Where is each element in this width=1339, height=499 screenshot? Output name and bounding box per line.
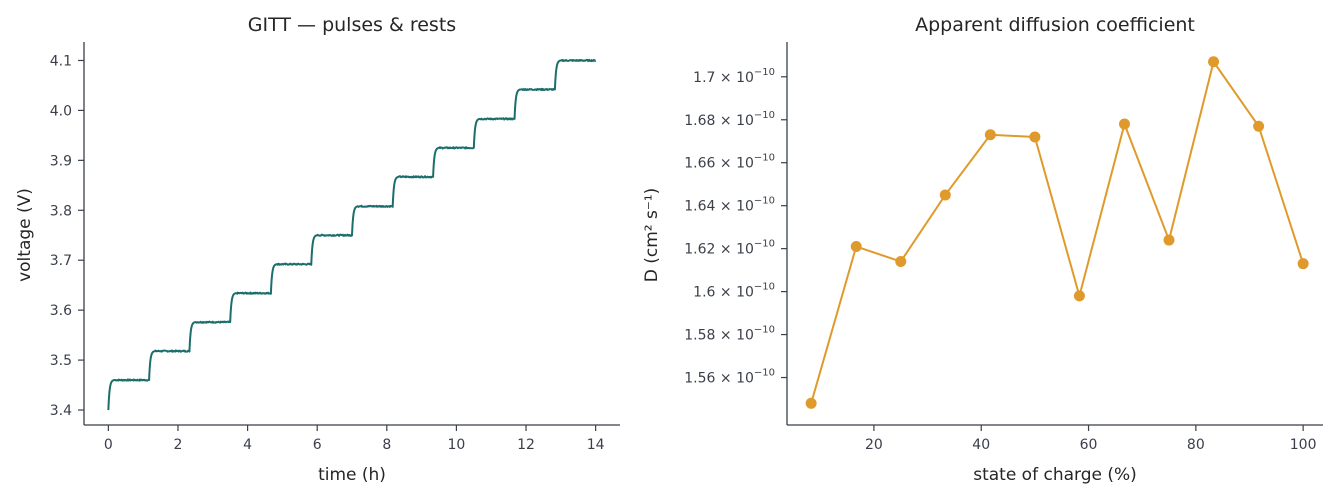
gitt-y-tick-label: 4.0 bbox=[50, 103, 72, 119]
diffusion-point bbox=[895, 256, 907, 268]
diffusion-y-tick-label: 1.56 × 10−10 bbox=[684, 368, 775, 387]
gitt-x-axis-label: time (h) bbox=[318, 465, 386, 485]
diffusion-point bbox=[1297, 258, 1309, 270]
gitt-chart: GITT — pulses & rests time (h) voltage (… bbox=[15, 14, 620, 485]
gitt-x-tick-label: 12 bbox=[517, 437, 535, 453]
gitt-x-tick-label: 8 bbox=[382, 437, 391, 453]
gitt-y-tick-label: 4.1 bbox=[50, 53, 72, 69]
gitt-y-ticks: 3.4 3.5 3.6 3.7 3.8 3.9 4.0 4.1 bbox=[50, 53, 84, 419]
diffusion-point bbox=[1118, 118, 1130, 130]
diffusion-point bbox=[1029, 131, 1041, 143]
gitt-chart-title: GITT — pulses & rests bbox=[248, 14, 456, 36]
diffusion-x-tick-label: 80 bbox=[1187, 437, 1205, 453]
diffusion-point bbox=[1253, 120, 1265, 132]
diffusion-y-axis-label: D (cm² s⁻¹) bbox=[642, 188, 662, 283]
diffusion-point bbox=[805, 397, 817, 409]
gitt-x-ticks: 0 2 4 6 8 10 12 14 bbox=[104, 425, 605, 453]
gitt-y-tick-label: 3.5 bbox=[50, 353, 72, 369]
gitt-x-tick-label: 2 bbox=[174, 437, 183, 453]
diffusion-point bbox=[984, 129, 996, 141]
gitt-y-tick-label: 3.4 bbox=[50, 403, 72, 419]
gitt-y-tick-label: 3.9 bbox=[50, 153, 72, 169]
diffusion-line bbox=[810, 59, 1305, 404]
diffusion-chart-title: Apparent diffusion coefficient bbox=[915, 14, 1195, 36]
gitt-x-tick-label: 0 bbox=[104, 437, 113, 453]
diffusion-chart: Apparent diffusion coefficient state of … bbox=[642, 14, 1323, 485]
diffusion-x-axis-label: state of charge (%) bbox=[973, 465, 1137, 485]
diffusion-series bbox=[805, 56, 1309, 409]
diffusion-y-tick-label: 1.7 × 10−10 bbox=[693, 67, 775, 86]
diffusion-x-tick-label: 40 bbox=[972, 437, 990, 453]
diffusion-y-tick-label: 1.58 × 10−10 bbox=[684, 325, 775, 344]
gitt-x-tick-label: 14 bbox=[587, 437, 605, 453]
diffusion-point bbox=[1073, 290, 1085, 302]
gitt-x-tick-label: 4 bbox=[243, 437, 252, 453]
gitt-y-axis-label: voltage (V) bbox=[15, 188, 35, 282]
gitt-y-tick-label: 3.8 bbox=[50, 203, 72, 219]
gitt-voltage-series bbox=[107, 58, 597, 411]
diffusion-x-tick-label: 100 bbox=[1290, 437, 1317, 453]
diffusion-x-tick-label: 20 bbox=[865, 437, 883, 453]
diffusion-x-tick-label: 60 bbox=[1080, 437, 1098, 453]
diffusion-x-ticks: 20 40 60 80 100 bbox=[865, 425, 1317, 453]
diffusion-y-ticks: 1.56 × 10−10 1.58 × 10−10 1.6 × 10−10 1.62 … bbox=[684, 67, 787, 387]
gitt-y-tick-label: 3.7 bbox=[50, 253, 72, 269]
diffusion-y-tick-label: 1.6 × 10−10 bbox=[693, 282, 775, 301]
diffusion-y-tick-label: 1.68 × 10−10 bbox=[684, 110, 775, 129]
diffusion-point bbox=[1163, 234, 1175, 246]
diffusion-point bbox=[939, 189, 951, 201]
gitt-x-tick-label: 10 bbox=[448, 437, 466, 453]
diffusion-y-tick-label: 1.62 × 10−10 bbox=[684, 239, 775, 258]
diffusion-point bbox=[850, 240, 862, 252]
diffusion-y-tick-label: 1.64 × 10−10 bbox=[684, 196, 775, 215]
gitt-x-tick-label: 6 bbox=[313, 437, 322, 453]
gitt-y-tick-label: 3.6 bbox=[50, 303, 72, 319]
diffusion-point bbox=[1208, 56, 1220, 68]
gitt-voltage-line bbox=[107, 58, 597, 411]
diffusion-y-tick-label: 1.66 × 10−10 bbox=[684, 153, 775, 172]
